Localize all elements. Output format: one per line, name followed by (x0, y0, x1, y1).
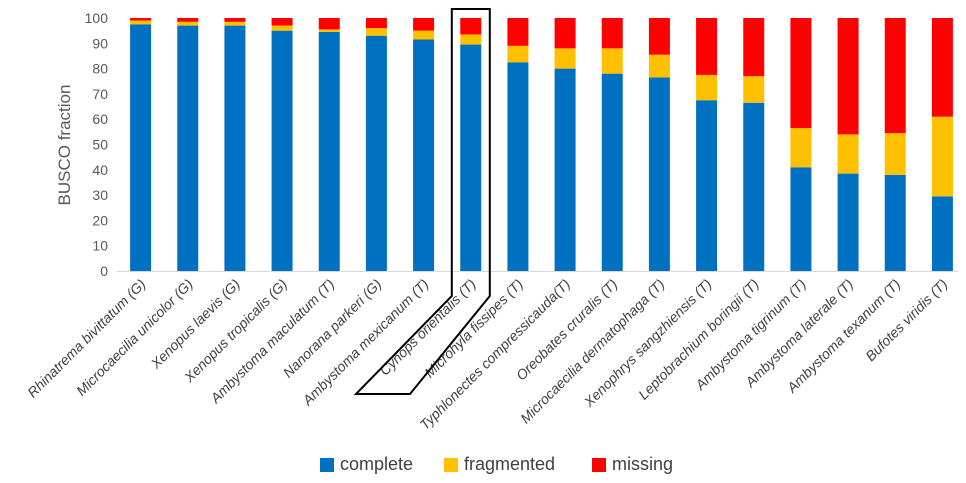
bar-segment-missing (649, 18, 670, 55)
bar-segment-fragmented (319, 29, 340, 32)
bar-segment-complete (460, 45, 481, 271)
y-axis-ticks: 0 10 20 30 40 50 60 70 80 90 100 (85, 10, 109, 279)
bar-segment-fragmented (272, 26, 293, 31)
bar-segment-complete (272, 31, 293, 271)
bar-segment-missing (319, 18, 340, 29)
x-tick-label: Xenopus laevis (G) (147, 276, 243, 372)
legend-label-complete: complete (340, 454, 413, 474)
y-tick-label: 10 (92, 238, 108, 254)
bar-segment-fragmented (743, 76, 764, 103)
bar-segment-fragmented (224, 22, 245, 26)
bar-segment-fragmented (177, 22, 198, 26)
bar-segment-fragmented (885, 133, 906, 175)
y-tick-label: 50 (92, 137, 108, 153)
bar-segment-missing (366, 18, 387, 28)
legend-swatch-fragmented (444, 458, 458, 472)
bars-group (130, 18, 953, 271)
y-tick-label: 90 (92, 35, 108, 51)
bar-segment-complete (177, 26, 198, 271)
legend-label-missing: missing (612, 454, 673, 474)
x-tick-label: Bufotes viridis (T) (862, 276, 950, 364)
bar-segment-missing (272, 18, 293, 26)
legend-swatch-complete (320, 458, 334, 472)
bar-segment-complete (319, 32, 340, 271)
bar-segment-complete (696, 100, 717, 271)
bar-segment-complete (224, 26, 245, 271)
bar-segment-fragmented (932, 117, 953, 197)
y-tick-label: 70 (92, 86, 108, 102)
y-tick-label: 60 (92, 111, 108, 127)
bar-segment-missing (790, 18, 811, 128)
y-tick-label: 0 (100, 263, 108, 279)
bar-segment-fragmented (649, 55, 670, 78)
bar-segment-complete (743, 103, 764, 271)
y-tick-label: 100 (85, 10, 109, 26)
bar-segment-complete (602, 74, 623, 271)
y-tick-label: 40 (92, 162, 108, 178)
bar-segment-complete (885, 175, 906, 271)
bar-segment-complete (507, 62, 528, 271)
bar-segment-missing (696, 18, 717, 75)
bar-segment-fragmented (602, 48, 623, 73)
bar-segment-fragmented (696, 75, 717, 100)
bar-segment-missing (743, 18, 764, 76)
bar-segment-missing (932, 18, 953, 117)
bar-segment-complete (838, 174, 859, 271)
bar-segment-missing (507, 18, 528, 46)
legend-swatch-missing (592, 458, 606, 472)
y-axis-title: BUSCO fraction (55, 85, 74, 206)
bar-segment-fragmented (838, 134, 859, 173)
bar-segment-complete (932, 196, 953, 271)
y-tick-label: 80 (92, 61, 108, 77)
bar-segment-complete (366, 36, 387, 271)
legend: complete fragmented missing (320, 454, 673, 474)
legend-label-fragmented: fragmented (464, 454, 555, 474)
bar-segment-fragmented (413, 31, 434, 40)
bar-segment-missing (885, 18, 906, 133)
bar-segment-missing (460, 18, 481, 34)
bar-segment-fragmented (507, 46, 528, 62)
bar-segment-fragmented (366, 28, 387, 36)
bar-segment-complete (790, 167, 811, 271)
y-tick-label: 30 (92, 187, 108, 203)
bar-segment-missing (413, 18, 434, 31)
bar-segment-missing (838, 18, 859, 134)
bar-segment-missing (224, 18, 245, 22)
bar-segment-missing (130, 18, 151, 21)
bar-segment-complete (555, 69, 576, 271)
bar-segment-fragmented (790, 128, 811, 167)
bar-segment-complete (413, 40, 434, 271)
bar-segment-missing (555, 18, 576, 48)
bar-segment-fragmented (555, 48, 576, 68)
bar-segment-missing (602, 18, 623, 48)
bar-segment-fragmented (130, 21, 151, 25)
y-tick-label: 20 (92, 212, 108, 228)
bar-segment-complete (130, 24, 151, 271)
bar-segment-fragmented (460, 34, 481, 44)
bar-segment-missing (177, 18, 198, 22)
bar-segment-complete (649, 77, 670, 271)
